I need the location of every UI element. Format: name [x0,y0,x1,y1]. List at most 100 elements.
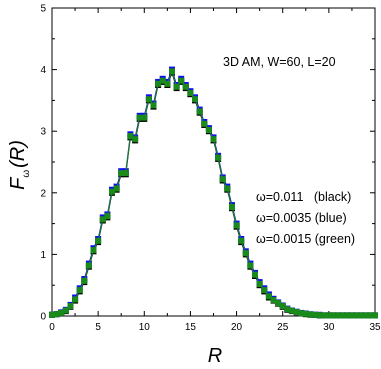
data-point [155,80,162,87]
data-point [210,136,217,143]
data-point [316,312,323,319]
data-point [196,108,203,115]
data-point [219,176,226,183]
data-point [312,311,318,318]
data-point [95,237,102,244]
data-point [104,213,111,220]
data-point [53,311,60,318]
data-point [62,307,69,314]
x-tick-label: 25 [277,322,289,333]
data-point [321,312,328,319]
data-point [164,80,171,87]
data-point [247,262,254,269]
data-point [67,303,74,310]
data-point [99,216,106,223]
data-point [344,312,351,319]
data-point [261,287,268,294]
data-point [252,271,258,278]
y-tick-label: 4 [40,65,46,76]
data-point [279,303,286,310]
data-point [215,154,222,161]
x-tick-label: 5 [95,322,101,333]
data-point [182,83,189,90]
data-point [173,83,180,90]
data-point [275,300,282,307]
data-point [159,77,166,84]
data-point [233,222,240,229]
y-axis-title-subscript: ω [21,170,32,178]
data-point [109,188,115,195]
y-tick-label: 1 [40,250,46,261]
data-point [90,247,97,254]
data-point [72,296,79,303]
data-point [348,312,355,319]
data-point [358,312,365,319]
data-point [187,90,194,96]
data-point [265,293,272,300]
data-point [113,185,120,192]
data-point [81,277,88,284]
data-point [325,312,332,319]
data-point [205,127,212,133]
data-point [150,102,157,109]
data-point [256,281,263,287]
data-point [330,312,337,319]
data-point [201,120,208,127]
legend-line: ω=0.011 (black) [256,190,351,204]
data-point [293,309,300,315]
data-point [178,77,185,84]
x-tick-label: 0 [49,322,55,333]
x-tick-label: 30 [323,322,335,333]
data-point [192,96,198,103]
data-point [242,250,249,257]
data-point [270,297,277,303]
data-point [367,312,374,319]
data-point [127,133,134,140]
x-axis-title: R [208,345,222,367]
data-point [362,312,369,319]
legend-text: ω=0.011 (black) ω=0.0035 (blue) ω=0.0015 (… [256,190,355,246]
data-point [132,136,139,143]
data-point [136,114,143,121]
svg-text:Fω(R): Fω (R) [7,140,32,190]
data-point [224,185,231,192]
legend-line: ω=0.0015 (green) [256,232,355,246]
y-axis-title-rest: (R) [7,140,29,168]
data-point [372,312,378,319]
y-axis-title-main: F [7,176,29,190]
data-point [58,309,65,316]
data-point [353,312,360,319]
y-tick-label: 5 [40,4,46,15]
data-point [145,96,152,103]
data-point [85,262,92,269]
data-point [307,311,314,318]
data-point [118,170,125,177]
x-tick-label: 35 [369,322,381,333]
data-point [169,68,175,75]
chart-annotation: 3D AM, W=60, L=20 [223,55,336,69]
legend-line: ω=0.0035 (blue) [256,211,347,225]
data-point [298,310,305,317]
data-point [141,114,148,121]
data-point [49,311,55,318]
data-point [288,307,295,314]
y-tick-label: 0 [40,312,46,323]
x-tick-label: 10 [139,322,151,333]
data-point [229,204,235,210]
data-point [76,287,83,294]
data-point [335,312,342,319]
y-axis-title: Fω (R) [7,140,32,190]
series-2 [49,68,378,319]
y-tick-label: 2 [40,188,46,199]
x-tick-label: 15 [185,322,197,333]
data-point [339,312,346,319]
data-point [238,237,245,244]
data-point [284,306,291,313]
x-tick-label: 20 [231,322,243,333]
y-axis: 0 1 2 3 4 5 [40,4,375,323]
x-axis: 0 5 10 15 20 25 30 35 [49,8,381,333]
y-tick-label: 3 [40,127,46,138]
data-point [122,170,129,177]
series-layer [49,66,378,319]
